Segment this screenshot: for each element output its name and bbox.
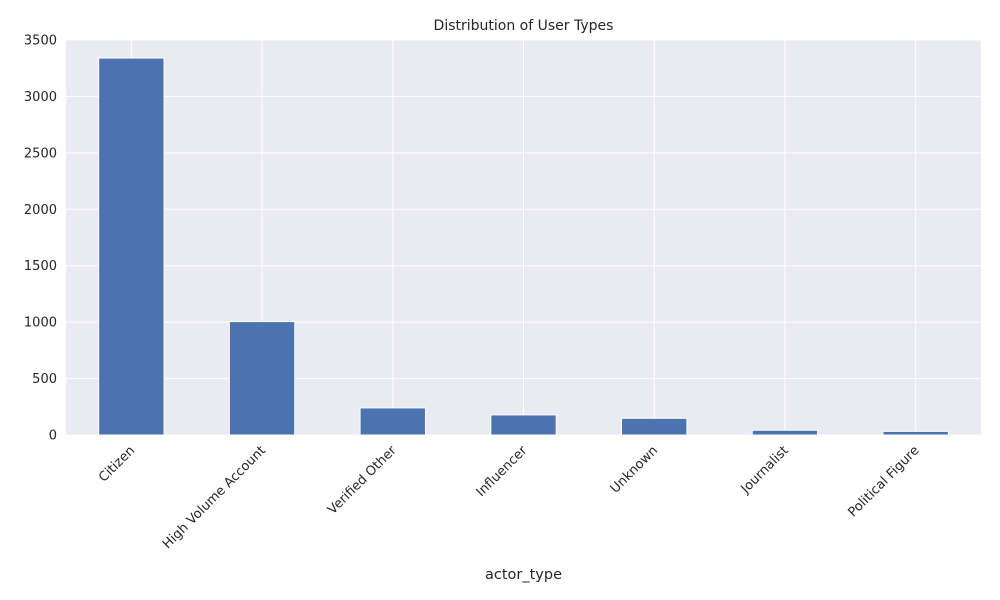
- y-tick-labels: 0 500 1000 1500 2000 2500 3000 3500: [24, 34, 57, 444]
- x-axis-label: actor_type: [485, 567, 562, 583]
- bar-influencer: [490, 414, 557, 436]
- x-tick-label: Unknown: [608, 443, 661, 496]
- y-tick-label: 500: [32, 372, 57, 387]
- bar-citizen: [98, 57, 165, 436]
- x-tick-label: Journalist: [738, 443, 792, 497]
- bar-political-figure: [882, 430, 949, 436]
- bars: [98, 57, 949, 436]
- y-tick-label: 3000: [24, 90, 57, 105]
- chart-title: Distribution of User Types: [434, 18, 614, 34]
- x-tick-label: Political Figure: [846, 443, 923, 520]
- x-tick-label: Verified Other: [325, 443, 400, 518]
- y-tick-label: 1000: [24, 316, 57, 331]
- y-tick-label: 2000: [24, 203, 57, 218]
- x-tick-labels: Citizen High Volume Account Verified Other…: [96, 443, 922, 552]
- x-tick-label: High Volume Account: [160, 443, 269, 552]
- x-tick-label: Influencer: [474, 443, 531, 500]
- y-tick-label: 2500: [24, 146, 57, 161]
- y-tick-label: 1500: [24, 259, 57, 274]
- y-tick-label: 0: [49, 429, 57, 444]
- x-tick-label: Citizen: [96, 443, 138, 485]
- bar-verified-other: [359, 407, 426, 436]
- bar-journalist: [751, 429, 819, 436]
- bar-unknown: [621, 417, 688, 436]
- y-tick-label: 3500: [24, 34, 57, 49]
- bar-high-volume-account: [228, 321, 296, 436]
